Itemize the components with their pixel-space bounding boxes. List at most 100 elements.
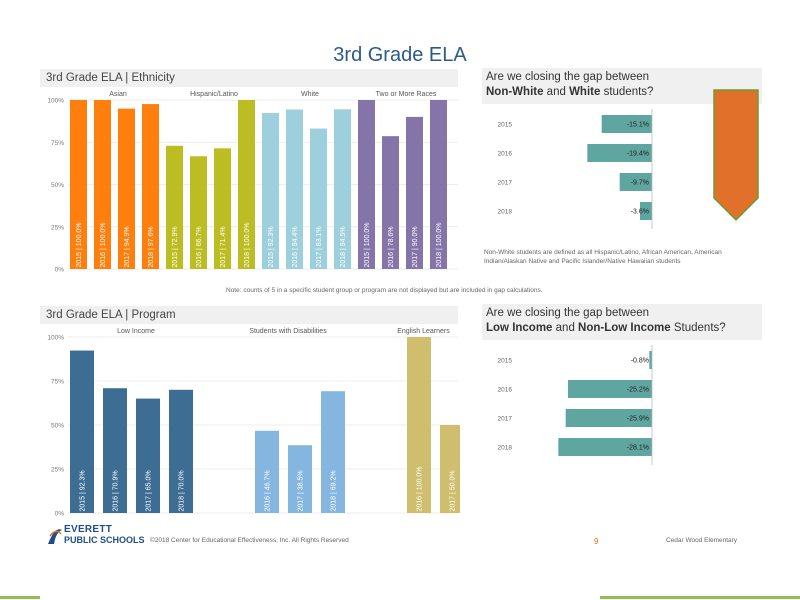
bar-data-label: 2015 | 92.3% bbox=[268, 226, 275, 267]
logo-line2: PUBLIC SCHOOLS bbox=[64, 535, 145, 545]
bar bbox=[407, 337, 431, 513]
gap2-group-a: Low Income bbox=[486, 322, 553, 334]
bar bbox=[619, 173, 652, 191]
bar-data-label: 2015 | 72.9% bbox=[172, 226, 179, 267]
footer-rule-right bbox=[600, 596, 800, 599]
bar bbox=[118, 108, 135, 269]
bar bbox=[70, 350, 94, 513]
bar bbox=[358, 100, 375, 269]
orange-down-arrow-icon bbox=[713, 89, 759, 222]
bar-data-label: -15.1% bbox=[627, 122, 649, 129]
bar bbox=[94, 100, 111, 269]
bar bbox=[558, 438, 652, 456]
bar bbox=[406, 116, 423, 270]
gap2-group-b: Non-Low Income bbox=[578, 322, 671, 334]
bar-data-label: 2018 | 100.0% bbox=[244, 222, 251, 267]
bar-data-label: 2017 | 94.9% bbox=[124, 226, 131, 267]
y-tick-label: 50% bbox=[51, 182, 64, 189]
y-tick-label: 50% bbox=[51, 423, 64, 430]
gap2-bar-chart: 2015-0.8%2016-25.2%2017-25.9%2018-28.1%-… bbox=[498, 345, 653, 465]
program-panel-title: 3rd Grade ELA | Program bbox=[40, 306, 458, 324]
bar-data-label: 2015 | 100.0% bbox=[364, 222, 371, 267]
bar-data-label: -19.4% bbox=[627, 151, 649, 158]
year-label: 2017 bbox=[498, 180, 513, 187]
nonwhite-definition-note: Non-White students are defined as all Hi… bbox=[484, 249, 722, 265]
bar bbox=[103, 388, 127, 513]
logo-line1: EVERETT bbox=[64, 524, 113, 535]
y-tick-label: 100% bbox=[47, 335, 64, 342]
bar-data-label: 2018 | 100.0% bbox=[436, 222, 443, 267]
small-count-note: Note: counts of 5 in a specific student … bbox=[226, 287, 543, 294]
bar bbox=[568, 380, 652, 398]
bar-data-label: 2016 | 94.4% bbox=[292, 226, 299, 267]
bar bbox=[214, 148, 231, 269]
bar-data-label: -0.8% bbox=[631, 358, 649, 365]
gap1-and: and bbox=[543, 86, 570, 98]
bar-data-label: 2016 | 100.0% bbox=[100, 222, 107, 267]
bar bbox=[430, 100, 447, 269]
group-header-label: Students with Disabilities bbox=[249, 328, 327, 335]
logo-mark-icon bbox=[48, 529, 62, 544]
bar bbox=[382, 136, 399, 269]
bar bbox=[565, 409, 652, 427]
footer-rule-left bbox=[0, 596, 40, 599]
bar bbox=[286, 109, 303, 269]
bar bbox=[255, 430, 279, 513]
year-label: 2016 bbox=[498, 151, 513, 158]
bar-data-label: 2018 | 94.5% bbox=[340, 226, 347, 267]
bar-data-label: -9.7% bbox=[631, 180, 649, 187]
bar bbox=[649, 351, 652, 369]
gap1-title-line2: Non-White and White students? bbox=[486, 85, 758, 100]
gap2-end: Students? bbox=[670, 322, 726, 334]
group-header-label: White bbox=[301, 91, 319, 98]
bar-data-label: 2018 | 97.6% bbox=[148, 226, 155, 267]
bar-data-label: 2016 | 100.0% bbox=[417, 466, 424, 511]
year-label: 2018 bbox=[498, 445, 513, 452]
bar-data-label: 2017 | 71.4% bbox=[220, 226, 227, 267]
bar bbox=[440, 425, 460, 513]
y-tick-label: 100% bbox=[47, 98, 64, 105]
y-tick-label: 25% bbox=[51, 467, 64, 474]
bar bbox=[142, 104, 159, 269]
program-bar-chart: 0% 25% 50% 75% 100% 2015 | 92.3% 2016 | 70.9% 2… bbox=[47, 328, 460, 518]
bar bbox=[166, 145, 183, 269]
y-tick-label: 0% bbox=[55, 267, 65, 274]
gap2-title-line1: Are we closing the gap between bbox=[486, 307, 650, 319]
bar bbox=[262, 113, 279, 269]
group-header-label: English Learners bbox=[397, 328, 450, 335]
bar bbox=[190, 156, 207, 269]
gap2-title-line2: Low Income and Non-Low Income Students? bbox=[486, 321, 758, 336]
bar-data-label: 2018 | 70.0% bbox=[179, 470, 186, 511]
bar bbox=[601, 115, 652, 133]
bar-data-label: -25.9% bbox=[627, 416, 649, 423]
group-header-label: Asian bbox=[109, 91, 127, 98]
y-tick-label: 75% bbox=[51, 140, 64, 147]
bar-data-label: 2016 | 66.7% bbox=[196, 226, 203, 267]
school-name: Cedar Wood Elementary bbox=[666, 537, 738, 544]
bar-data-label: 2016 | 46.7% bbox=[265, 470, 272, 511]
bar-data-label: -25.2% bbox=[627, 387, 649, 394]
y-tick-label: 0% bbox=[55, 511, 65, 518]
bar bbox=[136, 398, 160, 513]
gap1-bar-chart: 2015-15.1%2016-19.4%2017-9.7%2018-3.6%-3… bbox=[498, 109, 653, 229]
gap1-group-b: White bbox=[569, 86, 601, 98]
bar bbox=[640, 202, 652, 220]
group-header-label: Two or More Races bbox=[376, 91, 437, 98]
district-logo: EVERETT PUBLIC SCHOOLS bbox=[46, 522, 156, 552]
bar-data-label: -28.1% bbox=[627, 445, 649, 452]
bar bbox=[70, 100, 87, 269]
gap1-end: students? bbox=[600, 86, 654, 98]
bar-data-label: 2017 | 38.5% bbox=[298, 470, 305, 511]
year-label: 2017 bbox=[498, 416, 513, 423]
gap1-group-a: Non-White bbox=[486, 86, 544, 98]
bar-data-label: 2016 | 78.6% bbox=[388, 226, 395, 267]
year-label: 2018 bbox=[498, 209, 513, 216]
y-tick-label: 75% bbox=[51, 379, 64, 386]
year-label: 2015 bbox=[498, 358, 513, 365]
year-label: 2015 bbox=[498, 122, 513, 129]
page-number: 9 bbox=[594, 537, 599, 546]
group-header-label: Hispanic/Latino bbox=[190, 91, 238, 98]
ethnicity-panel-title: 3rd Grade ELA | Ethnicity bbox=[40, 69, 458, 87]
bar bbox=[587, 144, 652, 162]
bar-data-label: 2016 | 70.9% bbox=[113, 470, 120, 511]
